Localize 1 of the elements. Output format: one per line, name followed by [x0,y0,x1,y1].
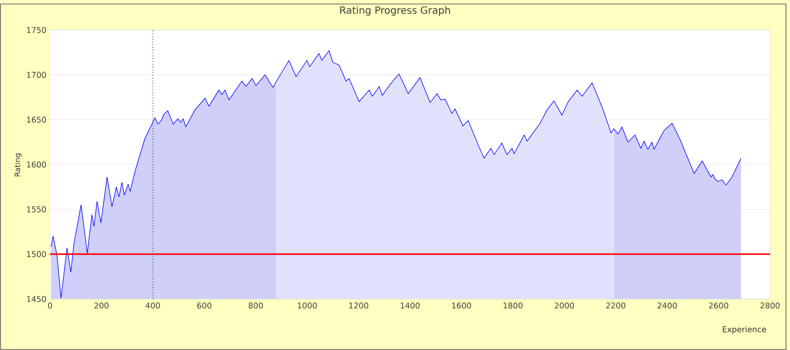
chart-title: Rating Progress Graph [340,6,450,16]
